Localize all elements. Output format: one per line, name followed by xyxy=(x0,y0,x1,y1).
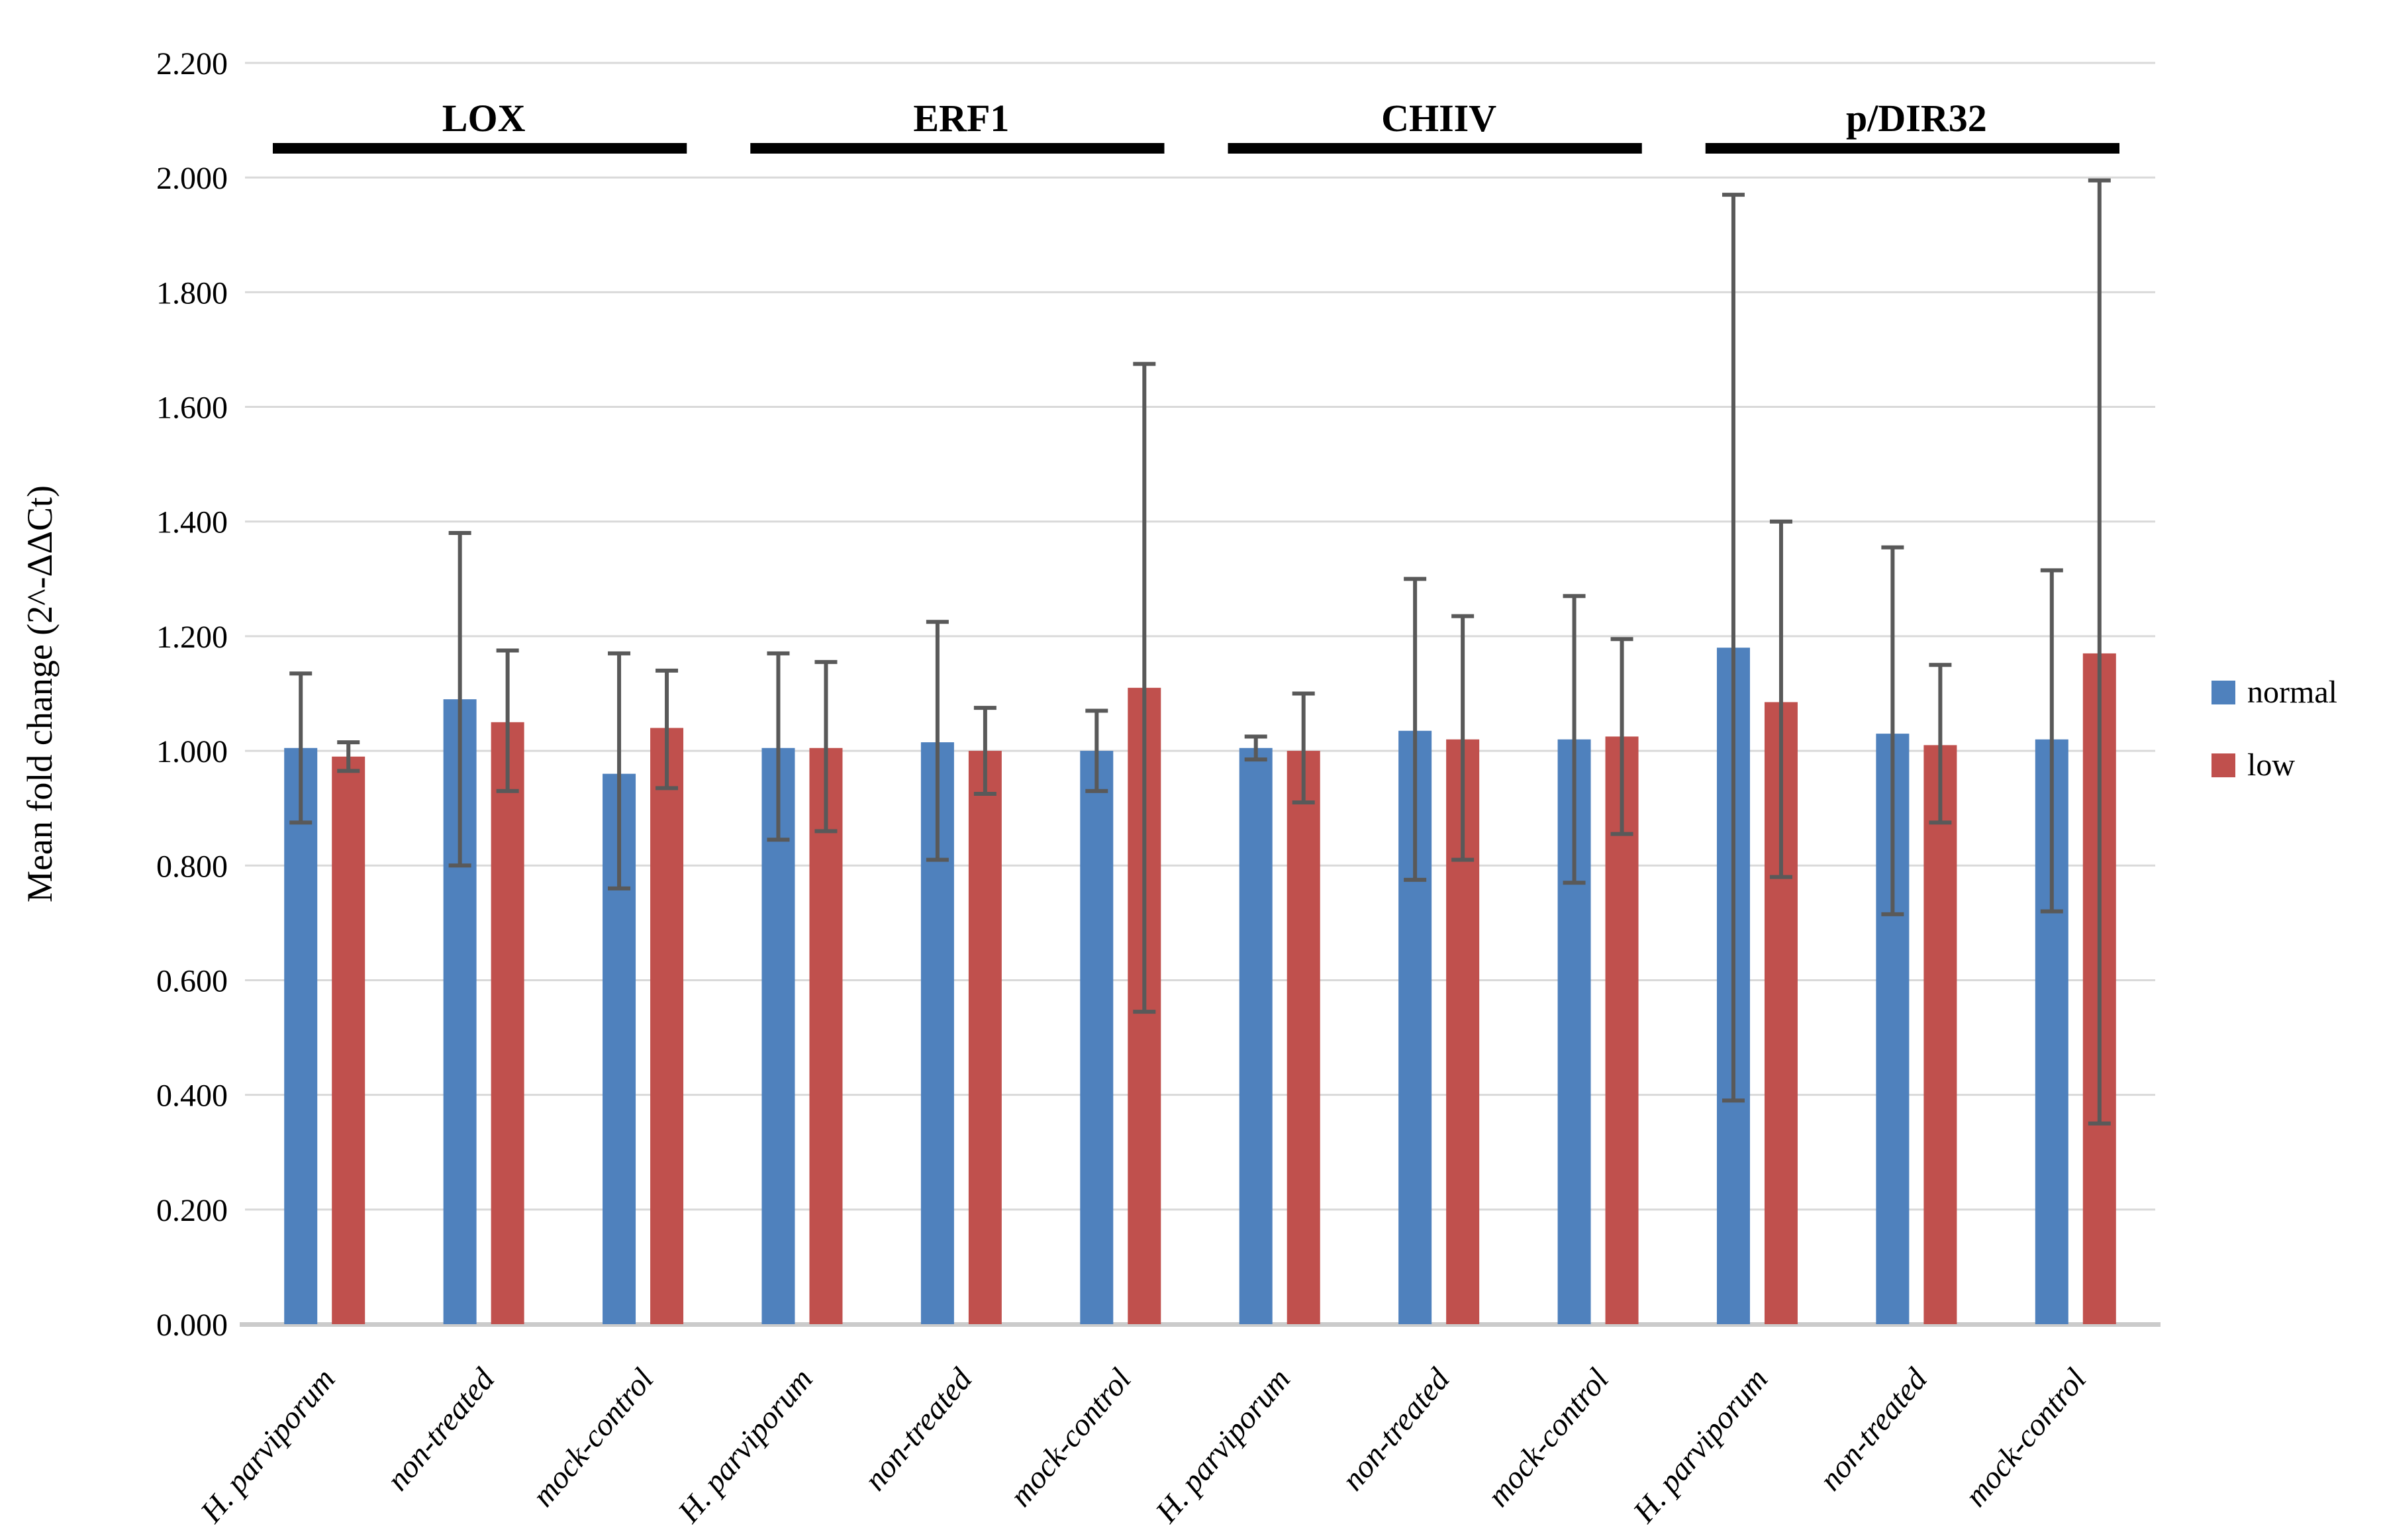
y-tick-label: 0.800 xyxy=(156,849,228,884)
x-category-label: non-treated xyxy=(380,1361,502,1497)
legend: normal low xyxy=(2211,677,2337,781)
y-tick-label: 1.600 xyxy=(156,391,228,426)
y-tick-label: 1.800 xyxy=(156,275,228,311)
y-tick-label: 0.000 xyxy=(156,1308,228,1343)
group-header-underline xyxy=(1705,143,2119,154)
x-category-label: H. parviporum xyxy=(193,1362,342,1529)
bar-low xyxy=(491,722,524,1324)
x-category-label: non-treated xyxy=(857,1361,979,1497)
y-tick-label: 2.000 xyxy=(156,161,228,196)
bar-low xyxy=(968,751,1002,1324)
y-tick-label: 0.200 xyxy=(156,1193,228,1228)
x-category-label: H. parviporum xyxy=(1148,1362,1297,1529)
group-header-label: p/DIR32 xyxy=(1846,97,1987,140)
bar-low xyxy=(1287,751,1320,1324)
x-category-label: non-treated xyxy=(1335,1361,1457,1497)
legend-swatch-normal xyxy=(2211,681,2235,704)
y-tick-label: 2.200 xyxy=(156,46,228,81)
x-category-label: mock-control xyxy=(526,1362,661,1514)
legend-item-normal: normal xyxy=(2211,677,2337,708)
legend-swatch-low xyxy=(2211,753,2235,777)
bar-low xyxy=(809,747,843,1324)
y-tick-label: 1.200 xyxy=(156,620,228,655)
group-header-underline xyxy=(750,143,1165,154)
group-header-label: ERF1 xyxy=(913,97,1009,140)
x-category-label: H. parviporum xyxy=(1626,1362,1775,1529)
y-tick-label: 0.600 xyxy=(156,963,228,998)
group-header-label: LOX xyxy=(442,97,526,140)
group-header-underline xyxy=(1228,143,1642,154)
x-category-label: non-treated xyxy=(1812,1361,1934,1497)
legend-label-low: low xyxy=(2247,747,2295,783)
bar-normal xyxy=(1080,751,1114,1324)
bar-normal xyxy=(761,747,795,1324)
group-header-label: CHIIV xyxy=(1381,97,1496,140)
legend-label-normal: normal xyxy=(2247,675,2337,710)
legend-item-low: low xyxy=(2211,749,2337,781)
bar-low xyxy=(1923,745,1957,1324)
y-tick-label: 1.000 xyxy=(156,734,228,769)
group-header-underline xyxy=(273,143,687,154)
x-category-label: mock-control xyxy=(1958,1362,2093,1514)
x-category-label: mock-control xyxy=(1003,1362,1138,1514)
bar-low xyxy=(650,728,684,1324)
y-tick-label: 0.400 xyxy=(156,1079,228,1114)
bar-low xyxy=(332,756,365,1324)
x-category-label: mock-control xyxy=(1481,1362,1616,1514)
bar-normal xyxy=(284,747,318,1324)
bar-normal xyxy=(1239,747,1273,1324)
y-tick-label: 1.400 xyxy=(156,505,228,540)
x-category-label: H. parviporum xyxy=(671,1362,820,1529)
x-axis-line xyxy=(240,1322,2161,1327)
